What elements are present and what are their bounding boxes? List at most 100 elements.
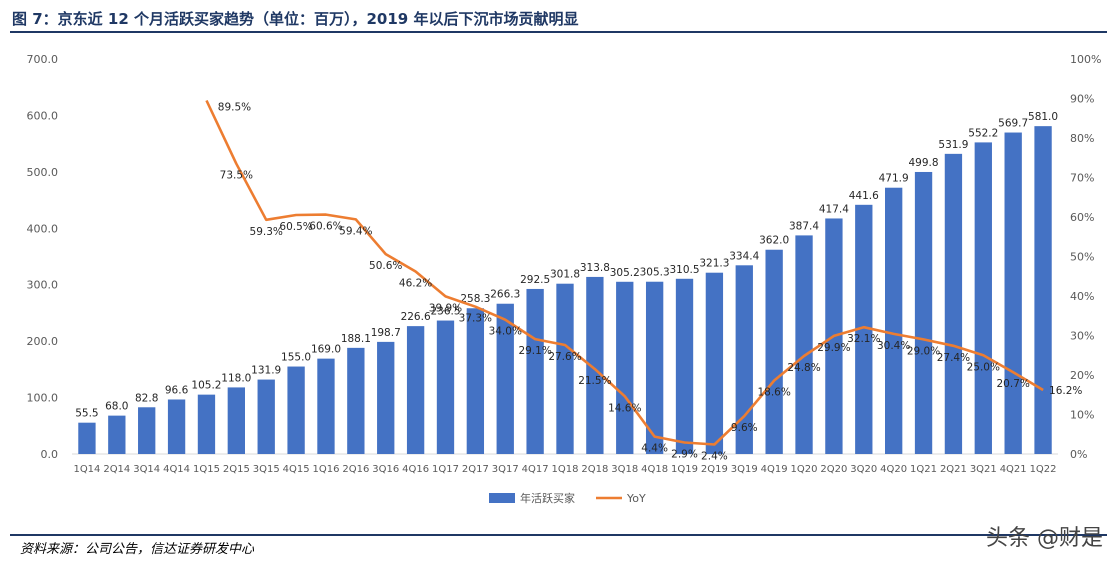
yoy-data-label: 29.1%: [518, 345, 551, 357]
bar-data-label: 131.9: [251, 365, 281, 377]
x-tick-label: 1Q18: [552, 464, 579, 475]
x-tick-label: 4Q16: [402, 464, 429, 475]
y-left-tick-label: 200.0: [27, 335, 59, 348]
x-tick-label: 2Q16: [342, 464, 369, 475]
yoy-data-label: 50.6%: [369, 260, 402, 272]
x-tick-label: 3Q21: [970, 464, 997, 475]
yoy-data-label: 24.8%: [787, 362, 820, 374]
bar: [765, 249, 783, 454]
bar: [885, 187, 903, 455]
bar-data-label: 581.0: [1028, 111, 1058, 123]
bar-data-label: 310.5: [669, 264, 699, 276]
yoy-data-label: 32.1%: [847, 333, 880, 345]
yoy-data-label: 25.0%: [967, 361, 1000, 373]
y-right-tick-label: 20%: [1070, 369, 1094, 382]
legend-swatch-bar: [489, 493, 515, 503]
yoy-data-label: 2.4%: [701, 451, 728, 463]
bar-data-label: 155.0: [281, 352, 311, 364]
bar: [108, 415, 126, 454]
x-tick-label: 3Q16: [372, 464, 399, 475]
yoy-data-label: 14.6%: [608, 402, 641, 414]
x-tick-label: 1Q17: [432, 464, 459, 475]
y-left-tick-label: 300.0: [27, 279, 59, 292]
y-right-tick-label: 0%: [1070, 448, 1087, 461]
y-left-tick-label: 0.0: [41, 448, 59, 461]
bar-data-label: 226.6: [401, 311, 431, 323]
yoy-data-label: 4.4%: [641, 443, 668, 455]
bar: [944, 153, 963, 454]
bar-data-label: 292.5: [520, 274, 550, 286]
bar: [526, 288, 544, 454]
bar-data-label: 258.3: [460, 293, 490, 305]
figure-title: 图 7：京东近 12 个月活跃买家趋势（单位：百万），2019 年以后下沉市场贡…: [12, 10, 579, 28]
bar-data-label: 305.3: [640, 267, 670, 279]
bar-data-label: 188.1: [341, 333, 371, 345]
bar: [795, 235, 813, 454]
yoy-data-label: 21.5%: [578, 375, 611, 387]
bar-data-label: 313.8: [580, 262, 610, 274]
bar-data-label: 552.2: [968, 127, 998, 139]
yoy-data-label: 60.5%: [279, 221, 312, 233]
bar: [855, 204, 873, 454]
bar-data-label: 55.5: [75, 408, 98, 420]
yoy-data-label: 73.5%: [220, 170, 253, 182]
yoy-line: [205, 99, 1044, 446]
bar-data-label: 362.0: [759, 235, 789, 247]
x-tick-label: 2Q20: [820, 464, 847, 475]
bar: [197, 394, 216, 454]
y-left-tick-label: 700.0: [27, 53, 59, 66]
yoy-data-label: 20.7%: [997, 378, 1030, 390]
yoy-data-label: 27.6%: [548, 351, 581, 363]
bar: [586, 276, 604, 454]
yoy-data-label: 16.2%: [1049, 385, 1082, 397]
bar: [138, 407, 156, 454]
bar-data-label: 266.3: [490, 289, 520, 301]
bar: [1004, 132, 1022, 454]
x-tick-label: 4Q21: [1000, 464, 1027, 475]
bar-data-label: 321.3: [699, 258, 729, 270]
source-note: 资料来源：公司公告，信达证券研发中心: [20, 542, 255, 557]
x-tick-label: 2Q21: [940, 464, 967, 475]
y-right-tick-label: 30%: [1070, 330, 1094, 343]
x-tick-label: 3Q15: [253, 464, 280, 475]
y-left-tick-label: 100.0: [27, 392, 59, 405]
bar: [496, 303, 514, 454]
bar-data-label: 471.9: [879, 173, 909, 185]
yoy-data-label: 9.6%: [731, 422, 758, 434]
yoy-data-label: 27.4%: [937, 352, 970, 364]
yoy-data-label: 60.6%: [309, 221, 342, 233]
bar-data-label: 441.6: [849, 190, 879, 202]
x-tick-label: 4Q19: [761, 464, 788, 475]
x-tick-label: 1Q15: [193, 464, 220, 475]
bar: [466, 308, 485, 454]
bar: [735, 265, 753, 454]
bar: [406, 326, 425, 454]
x-tick-label: 3Q18: [611, 464, 638, 475]
bar: [705, 272, 724, 454]
x-tick-label: 2Q19: [701, 464, 728, 475]
x-tick-label: 4Q15: [283, 464, 310, 475]
bar: [436, 320, 455, 454]
yoy-data-label: 30.4%: [877, 340, 910, 352]
x-tick-label: 4Q18: [641, 464, 668, 475]
x-tick-label: 2Q14: [103, 464, 130, 475]
bar-data-label: 499.8: [909, 157, 939, 169]
x-tick-label: 2Q18: [581, 464, 608, 475]
y-right-tick-label: 100%: [1070, 53, 1101, 66]
bar: [914, 171, 933, 454]
bar-data-label: 417.4: [819, 203, 849, 215]
bar-data-label: 569.7: [998, 118, 1028, 130]
bar-data-label: 105.2: [191, 380, 221, 392]
x-tick-label: 3Q19: [731, 464, 758, 475]
bar: [227, 387, 245, 454]
x-tick-label: 1Q20: [791, 464, 818, 475]
bar-data-label: 118.0: [221, 372, 251, 384]
yoy-data-label: 29.0%: [907, 345, 940, 357]
x-tick-label: 1Q22: [1030, 464, 1057, 475]
yoy-data-label: 34.0%: [489, 326, 522, 338]
bar-data-label: 236.5: [430, 306, 460, 318]
legend-label-bar: 年活跃买家: [520, 491, 575, 505]
bar: [257, 379, 275, 454]
x-tick-label: 4Q17: [522, 464, 549, 475]
